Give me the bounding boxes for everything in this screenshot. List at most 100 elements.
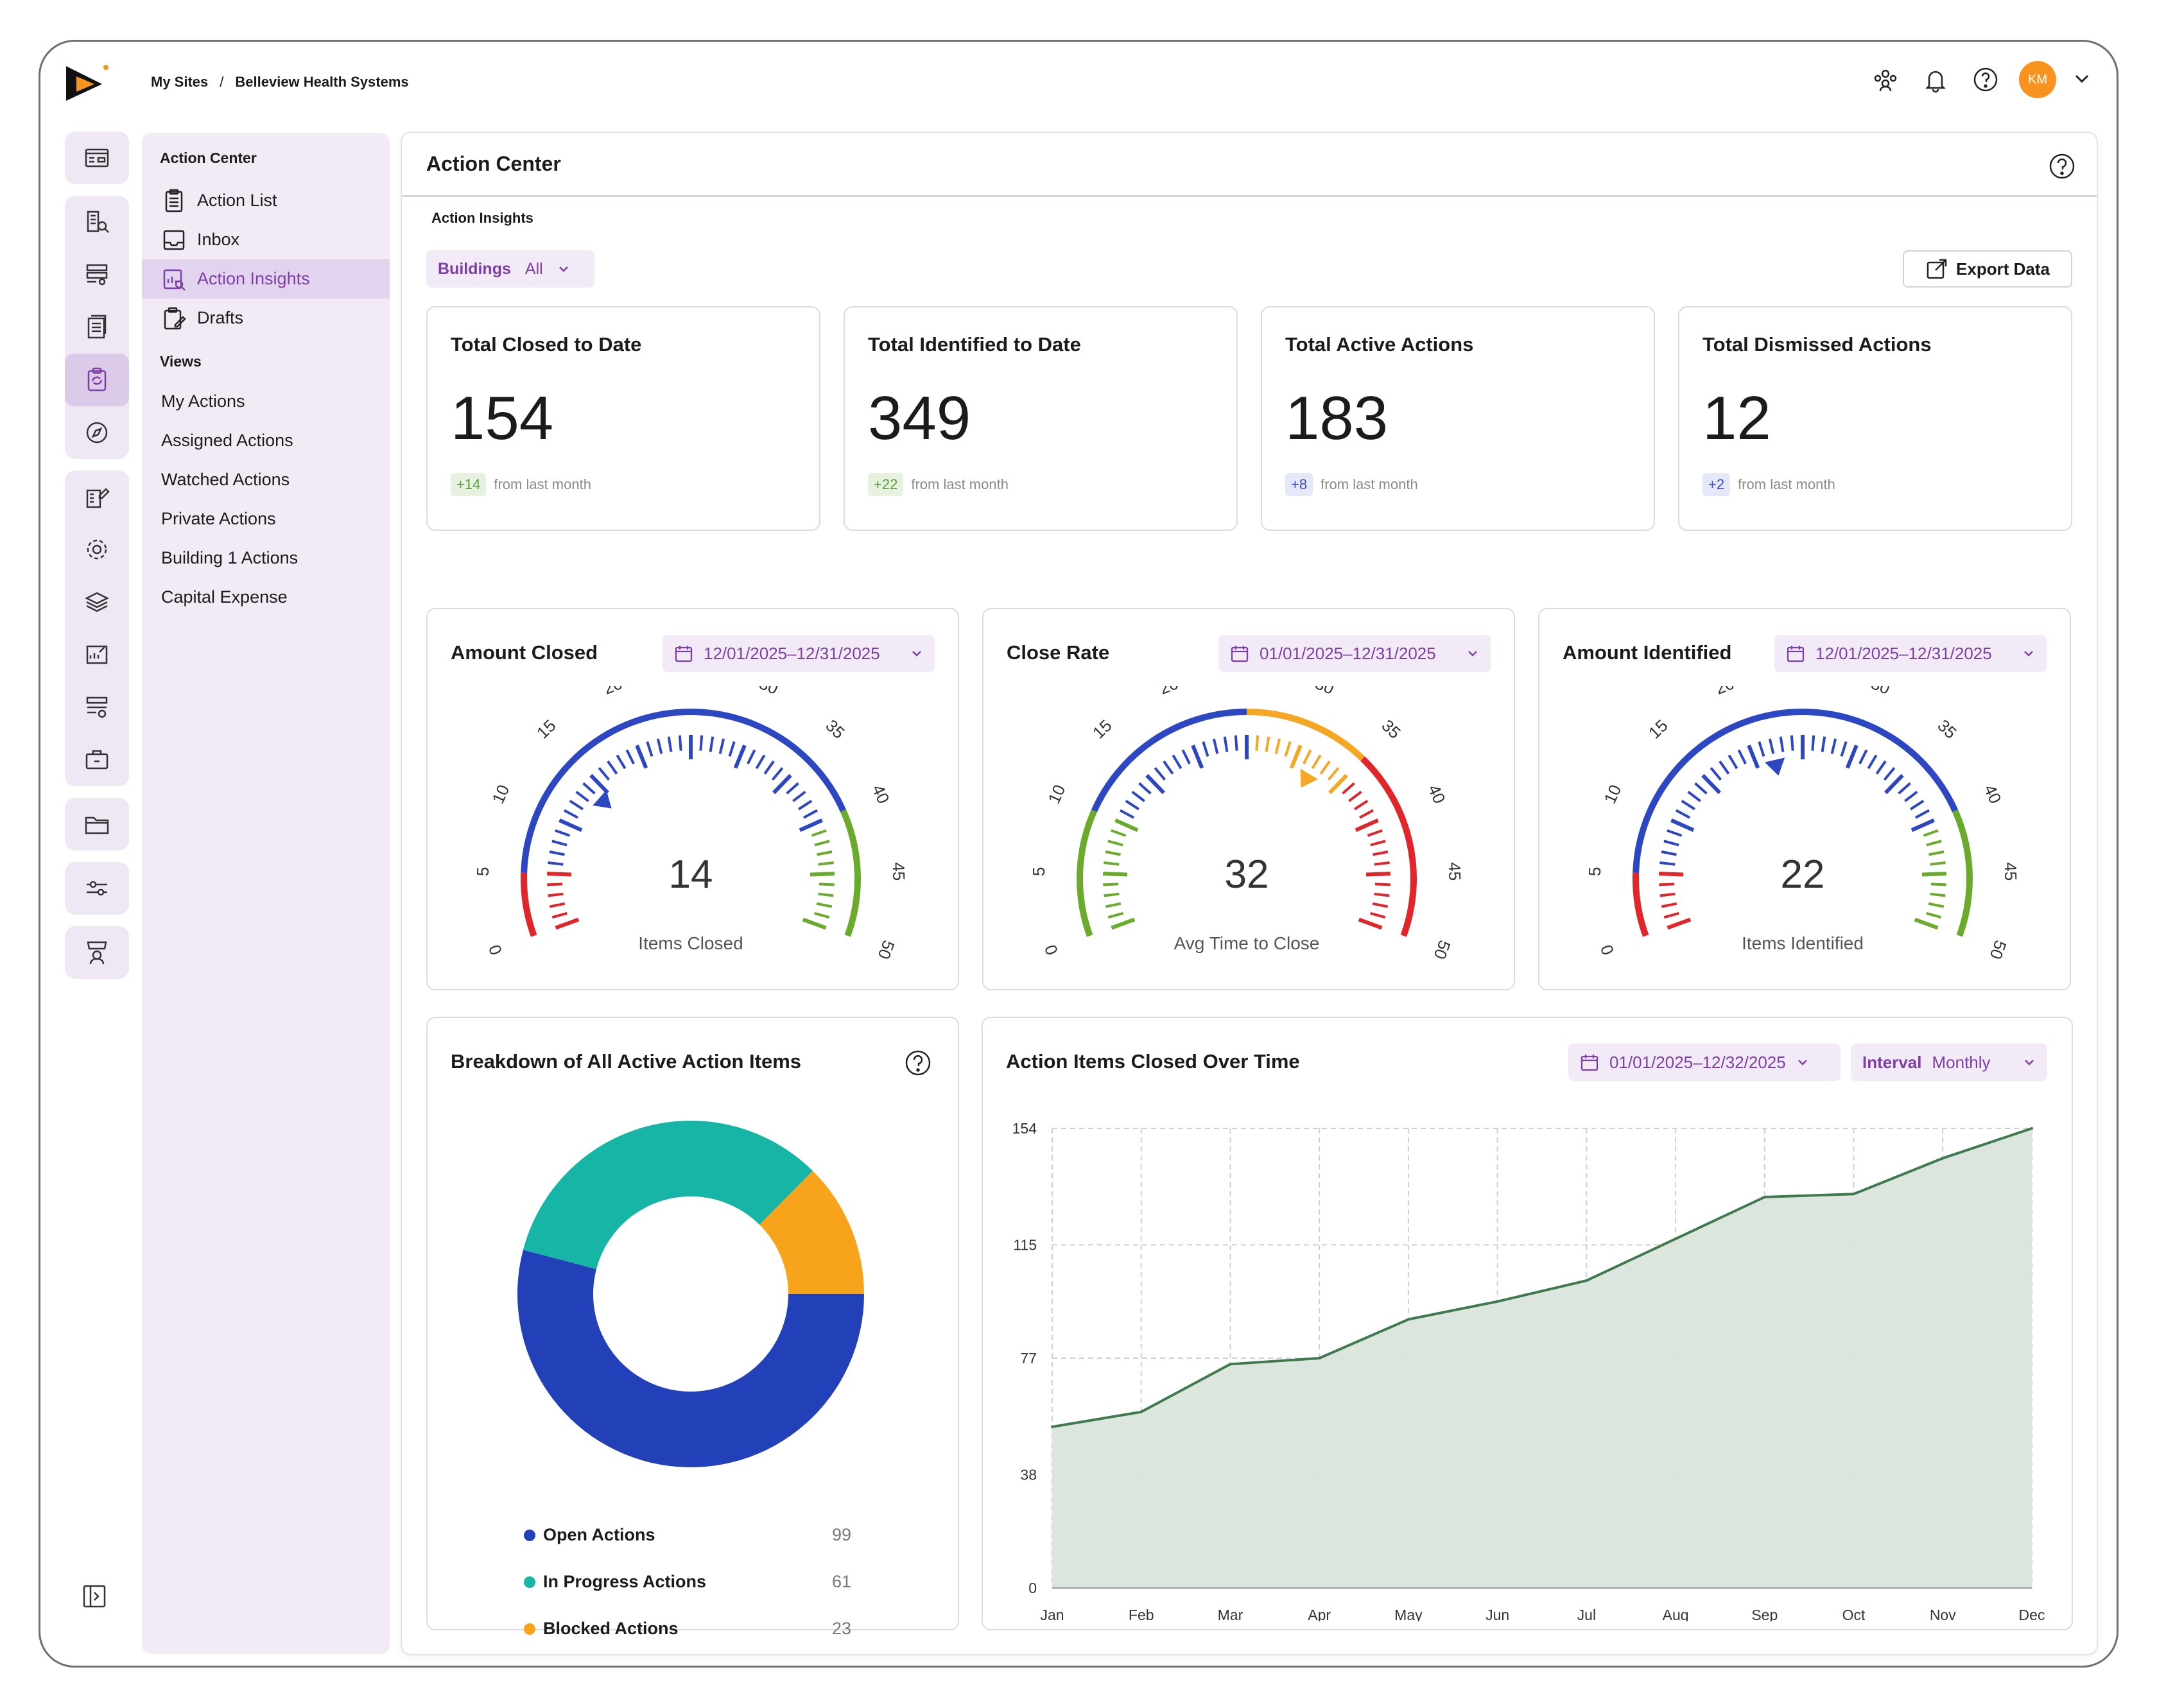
top-bar: My Sites / Belleview Health Systems KM [40,42,2117,125]
y-tick-label: 0 [1028,1580,1037,1596]
x-tick-label: Aug [1663,1607,1689,1621]
line-date-range[interactable]: 01/01/2025–12/32/2025 [1568,1044,1841,1081]
gauge-tick [802,809,818,819]
gauge-tick [1790,735,1794,751]
interval-select[interactable]: Interval Monthly [1851,1044,2047,1081]
gauge-tick [589,773,609,795]
user-avatar[interactable]: KM [2019,61,2056,98]
gauge-tick [1284,741,1292,757]
help-circle-icon[interactable] [904,1049,932,1080]
gauge-tick [1154,767,1166,781]
gauge-tick [1875,760,1887,775]
gauge-tick [1370,911,1386,919]
subnav-item-action-list[interactable]: Action List [142,181,390,220]
line-chart-title: Action Items Closed Over Time [1006,1050,1300,1073]
donut-slice [517,1250,864,1467]
analytics-edit-icon[interactable] [65,628,129,681]
briefcase-icon[interactable] [65,734,129,786]
gauge-tick-label: 15 [533,716,560,743]
edit-building-icon[interactable] [65,470,129,523]
subnav-item-drafts[interactable]: Drafts [142,298,390,338]
breadcrumb-current-site[interactable]: Belleview Health Systems [235,74,409,90]
gauge-tick [1374,892,1390,897]
x-tick-label: Jul [1577,1607,1596,1621]
gauge-tick [1104,861,1120,866]
view-capital-expense[interactable]: Capital Expense [161,587,288,607]
dashboard-icon[interactable] [65,132,129,184]
kpi-delta-text: from last month [1738,476,1835,492]
export-data-button[interactable]: Export Data [1903,250,2072,288]
gauge-tick [1661,902,1677,908]
report-list-icon[interactable] [65,248,129,301]
bell-icon[interactable] [1919,63,1952,96]
rail-group-3 [65,470,129,786]
gauge-tick [1358,809,1374,819]
view-my-actions[interactable]: My Actions [161,392,245,411]
closed-over-time-card: Action Items Closed Over Time 01/01/2025… [982,1017,2073,1630]
filter-value: All [524,259,543,278]
subnav-item-inbox[interactable]: Inbox [142,220,390,259]
chevron-down-icon [912,651,921,657]
gauge-tick [635,745,648,769]
gauge-zone-arc [1633,872,1649,937]
compass-icon[interactable] [65,406,129,459]
gauge-tick [1667,829,1683,837]
rail-group-4 [65,798,129,850]
gauge-tick-label: 20 [1157,686,1181,698]
view-private-actions[interactable]: Private Actions [161,509,276,528]
help-icon[interactable] [1969,63,2002,96]
breadcrumb-my-sites[interactable]: My Sites [151,74,209,90]
drafts-icon [164,307,186,329]
gauge-date-range[interactable]: 12/01/2025–12/31/2025 [1774,635,2047,672]
gauge-tick [1779,736,1785,752]
gauge-date-range[interactable]: 12/01/2025–12/31/2025 [663,635,935,672]
gauge-tick [1923,829,1939,837]
gauge-tick-label: 45 [2000,862,2020,881]
team-icon[interactable] [1869,63,1902,96]
action-center-subnav: Action Center Action List Inbox Action I… [142,133,390,1654]
gauge-tick [718,738,725,754]
chevron-down-icon[interactable] [2073,72,2091,88]
kpi-delta-row: +14 from last month [451,473,591,496]
app-logo[interactable] [62,62,114,103]
subnav-item-action-insights[interactable]: Action Insights [142,259,390,298]
checklist-icon[interactable] [65,681,129,734]
gauge-pointer [593,789,612,809]
folder-icon[interactable] [65,798,129,850]
view-assigned-actions[interactable]: Assigned Actions [161,431,293,450]
layers-icon[interactable] [65,576,129,628]
gauge-tick [1125,799,1139,811]
gauge-dial: 0510152025303540455022Items Identified [1585,686,2021,962]
gauge-tick-label: 35 [822,716,849,743]
legend-item: In Progress Actions 61 [524,1572,851,1592]
gauge-tick [1930,892,1946,897]
help-circle-icon[interactable] [2048,152,2076,184]
gauge-tick [1719,760,1730,775]
gauge-date-range[interactable]: 01/01/2025–12/31/2025 [1218,635,1491,672]
gauge-tick [814,911,830,919]
rail-group-2 [65,196,129,459]
gauge-zone-arc [1360,756,1417,937]
building-search-icon[interactable] [65,196,129,248]
action-center-icon[interactable] [65,354,129,406]
buildings-filter[interactable]: Buildings All [426,250,594,288]
date-range-text: 12/01/2025–12/31/2025 [1815,643,1992,663]
list-icon [165,189,183,212]
kpi-title: Total Closed to Date [451,333,642,356]
gauge-tick [569,799,584,811]
documents-icon[interactable] [65,301,129,354]
x-tick-label: Sep [1751,1607,1778,1621]
gauge-tick [1737,749,1747,764]
legend-label: Blocked Actions [543,1619,679,1638]
gauge-tick-label: 20 [1713,686,1737,698]
sliders-icon[interactable] [65,862,129,915]
gauge-tick [1370,840,1386,847]
view-building-1-actions[interactable]: Building 1 Actions [161,548,299,567]
kpi-delta-row: +2 from last month [1702,473,1835,496]
contacts-icon[interactable] [65,926,129,979]
gauge-tick-label: 30 [1868,686,1893,698]
view-watched-actions[interactable]: Watched Actions [161,470,290,489]
collapse-sidebar-icon[interactable] [80,1582,114,1616]
settings-gear-icon[interactable] [65,523,129,576]
kpi-delta-row: +8 from last month [1285,473,1418,496]
